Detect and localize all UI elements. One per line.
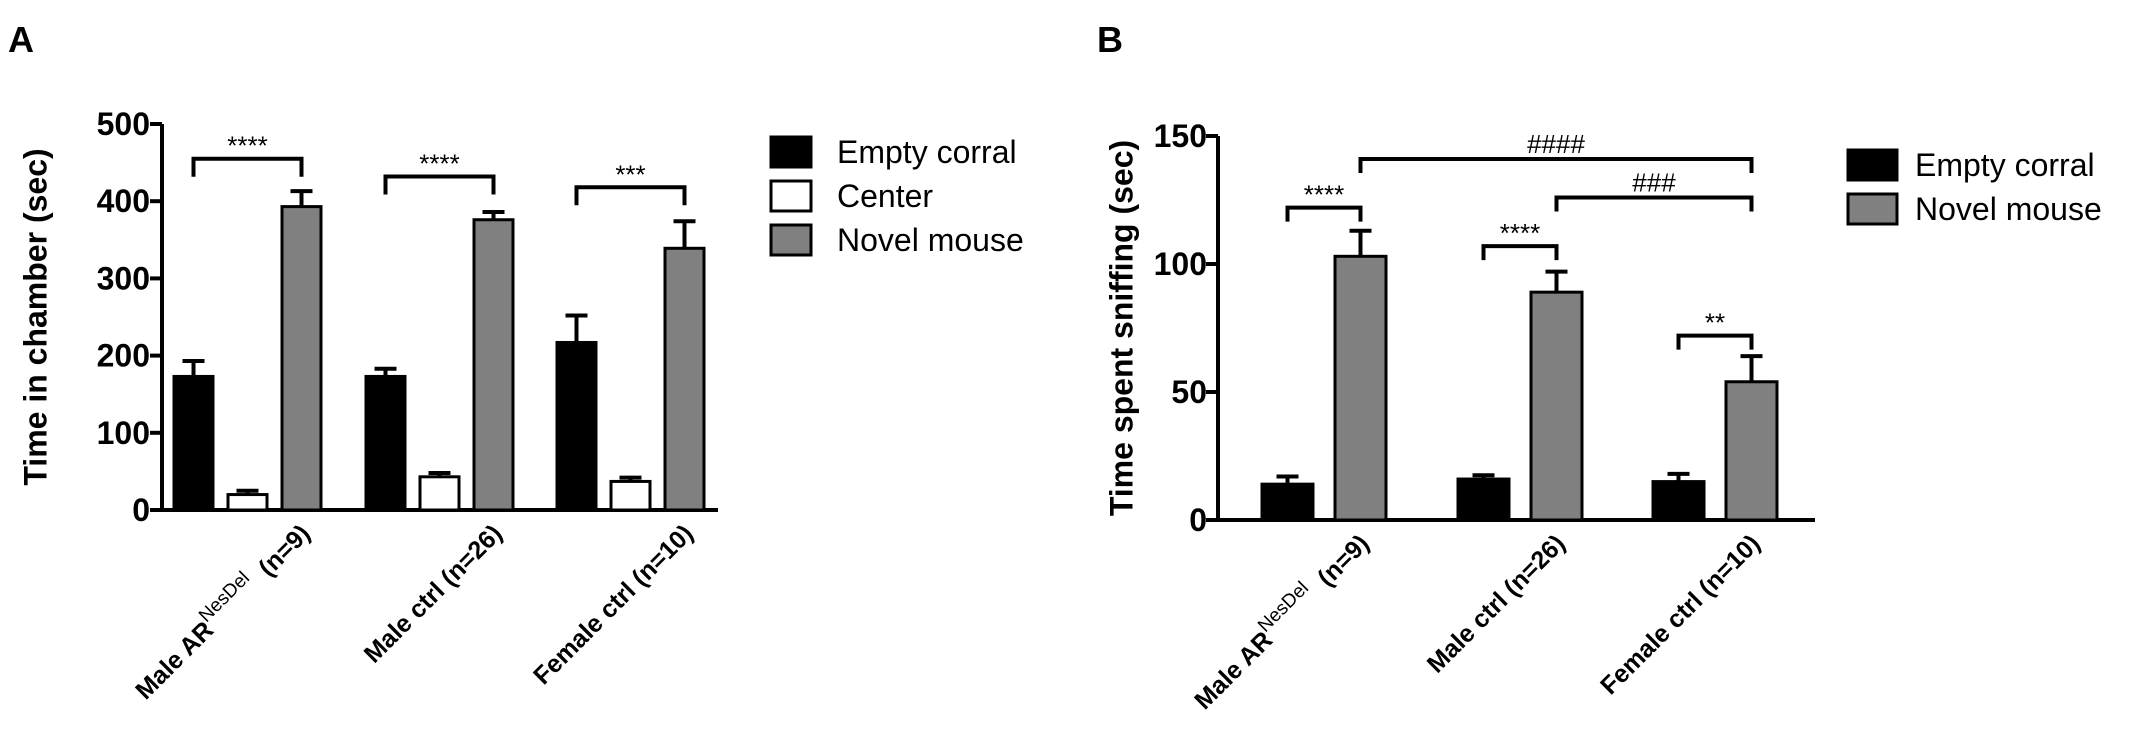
category-label: Male ARNesDel (n=9) — [1185, 525, 1375, 715]
significance-bracket — [191, 156, 304, 177]
panel-letter-a: A — [8, 19, 34, 60]
legend-swatch — [1846, 148, 1899, 182]
bar — [472, 218, 515, 512]
bar — [663, 246, 706, 512]
category-label-text: Female ctrl (n=10) — [528, 519, 699, 690]
category-label: Male ARNesDel (n=9) — [126, 515, 316, 705]
category-label-text: Male ctrl (n=26) — [359, 519, 508, 668]
bar — [172, 374, 215, 512]
y-tick-label: 500 — [97, 106, 150, 142]
legend-label: Novel mouse — [1915, 191, 2102, 227]
category-label: Female ctrl (n=10) — [528, 519, 699, 690]
comparison-label: ### — [1632, 167, 1676, 197]
y-tick-label: 400 — [97, 183, 150, 219]
chart-panel-a: Time in chamber (sec) 0 100 200 300 400 500 ***… — [17, 106, 1023, 705]
category-label-suffix: (n=9) — [243, 519, 315, 591]
category-label-superscript: NesDel — [195, 568, 254, 627]
category-label-text: Male AR — [1189, 626, 1278, 715]
significance-bracket — [574, 185, 687, 206]
y-tick-label: 100 — [1154, 246, 1207, 282]
y-tick-label: 300 — [97, 260, 150, 296]
comparison-label: #### — [1527, 129, 1585, 159]
significance-label: **** — [1304, 180, 1344, 210]
category-label-superscript: NesDel — [1254, 578, 1313, 637]
legend-swatch — [769, 135, 813, 169]
significance-label: **** — [227, 131, 267, 161]
y-axis-label: Time spent sniffing (sec) — [1103, 140, 1139, 516]
bar — [1456, 477, 1511, 522]
y-axis-label: Time in chamber (sec) — [17, 148, 53, 485]
category-label: Female ctrl (n=10) — [1595, 529, 1766, 700]
category-label: Male ctrl (n=26) — [359, 519, 508, 668]
y-tick-label: 100 — [97, 415, 150, 451]
bar — [226, 493, 269, 512]
comparison-bracket — [1358, 157, 1754, 174]
bar — [364, 374, 407, 512]
legend-swatch — [1846, 192, 1899, 226]
significance-label: **** — [1500, 218, 1540, 248]
category-label-text: Male ctrl (n=26) — [1422, 529, 1571, 678]
bar — [555, 340, 598, 512]
bar — [1529, 290, 1584, 522]
significance-label: ** — [1705, 308, 1725, 338]
bar — [280, 205, 323, 512]
category-label-suffix: (n=9) — [1302, 529, 1374, 601]
legend-label: Novel mouse — [837, 222, 1024, 258]
legend-swatch — [769, 179, 813, 213]
bar — [1260, 482, 1315, 522]
y-tick-label: 150 — [1154, 118, 1207, 154]
bar — [609, 479, 652, 512]
comparison-bracket — [1554, 195, 1754, 212]
significance-bracket — [1481, 244, 1559, 261]
y-tick-label: 0 — [1189, 502, 1207, 538]
significance-bracket — [1285, 205, 1363, 222]
y-tick-label: 50 — [1171, 374, 1207, 410]
significance-bracket — [1676, 333, 1754, 350]
legend-label: Center — [837, 178, 933, 214]
legend-label: Empty corral — [837, 134, 1017, 170]
y-tick-label: 0 — [132, 492, 150, 528]
bar — [1651, 480, 1706, 522]
category-label-text: Male AR — [130, 616, 219, 705]
category-label-text: Female ctrl (n=10) — [1595, 529, 1766, 700]
chart-panel-b: Time spent sniffing (sec)050100150******… — [1103, 118, 2101, 715]
panel-letter-b: B — [1097, 19, 1123, 60]
category-label: Male ctrl (n=26) — [1422, 529, 1571, 678]
significance-bracket — [383, 174, 496, 195]
bar — [1333, 254, 1388, 522]
significance-label: *** — [615, 159, 645, 189]
legend-label: Empty corral — [1915, 147, 2095, 183]
y-tick-label: 200 — [97, 338, 150, 374]
bar — [1724, 380, 1779, 522]
legend-swatch — [769, 223, 813, 257]
significance-label: **** — [419, 148, 459, 178]
bar — [418, 475, 461, 512]
